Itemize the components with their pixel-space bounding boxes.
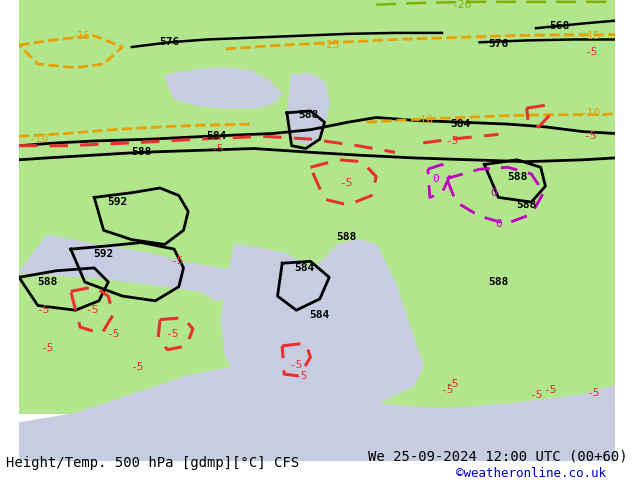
- Text: 588: 588: [517, 200, 537, 210]
- Text: -10: -10: [413, 115, 434, 125]
- Text: -5: -5: [170, 256, 184, 267]
- Text: -5: -5: [543, 385, 557, 395]
- Text: ©weatheronline.co.uk: ©weatheronline.co.uk: [456, 467, 607, 480]
- Text: 592: 592: [93, 249, 113, 259]
- Text: 0: 0: [490, 188, 497, 197]
- Text: 0: 0: [495, 219, 501, 229]
- Text: -5: -5: [444, 378, 458, 389]
- Text: -15: -15: [70, 31, 90, 41]
- Text: 584: 584: [206, 131, 226, 141]
- Text: 588: 588: [131, 147, 152, 157]
- Text: 0: 0: [432, 173, 439, 184]
- Text: -5: -5: [41, 343, 54, 353]
- Text: -5: -5: [36, 305, 49, 315]
- Polygon shape: [165, 68, 282, 108]
- Text: -15: -15: [319, 40, 339, 50]
- Text: We 25-09-2024 12:00 UTC (00+60): We 25-09-2024 12:00 UTC (00+60): [368, 449, 628, 463]
- Text: -5: -5: [288, 360, 302, 370]
- Text: 588: 588: [37, 277, 57, 287]
- Text: -5: -5: [130, 362, 143, 371]
- Text: -5: -5: [444, 136, 458, 146]
- Text: -5: -5: [440, 385, 453, 395]
- Text: Height/Temp. 500 hPa [gdmp][°C] CFS: Height/Temp. 500 hPa [gdmp][°C] CFS: [6, 456, 299, 470]
- Polygon shape: [19, 235, 282, 301]
- Text: -5: -5: [165, 329, 179, 339]
- Text: 588: 588: [299, 110, 319, 120]
- Text: -20: -20: [451, 0, 471, 10]
- Polygon shape: [19, 367, 615, 461]
- Text: 584: 584: [309, 310, 330, 320]
- Text: 588: 588: [336, 232, 356, 242]
- Polygon shape: [221, 240, 424, 414]
- Bar: [19, 0, 615, 414]
- Text: -5: -5: [583, 131, 597, 141]
- Text: -5: -5: [529, 390, 543, 400]
- Text: -10: -10: [580, 108, 600, 118]
- Text: 568: 568: [550, 22, 569, 31]
- Polygon shape: [287, 74, 329, 146]
- Text: 584: 584: [295, 263, 315, 273]
- Text: -5: -5: [584, 47, 597, 57]
- Text: 576: 576: [488, 39, 508, 49]
- Text: 592: 592: [108, 197, 128, 207]
- Text: 588: 588: [488, 277, 508, 287]
- Text: -5: -5: [210, 144, 223, 153]
- Text: -5: -5: [107, 329, 120, 339]
- Text: -10: -10: [28, 134, 48, 144]
- Text: -5: -5: [586, 388, 599, 398]
- Text: -15: -15: [580, 31, 600, 41]
- Text: -5: -5: [339, 178, 353, 188]
- Text: 584: 584: [451, 119, 471, 129]
- Text: -5: -5: [85, 305, 98, 315]
- Text: -5: -5: [294, 371, 307, 381]
- Text: 588: 588: [507, 172, 527, 182]
- Text: 576: 576: [159, 37, 179, 48]
